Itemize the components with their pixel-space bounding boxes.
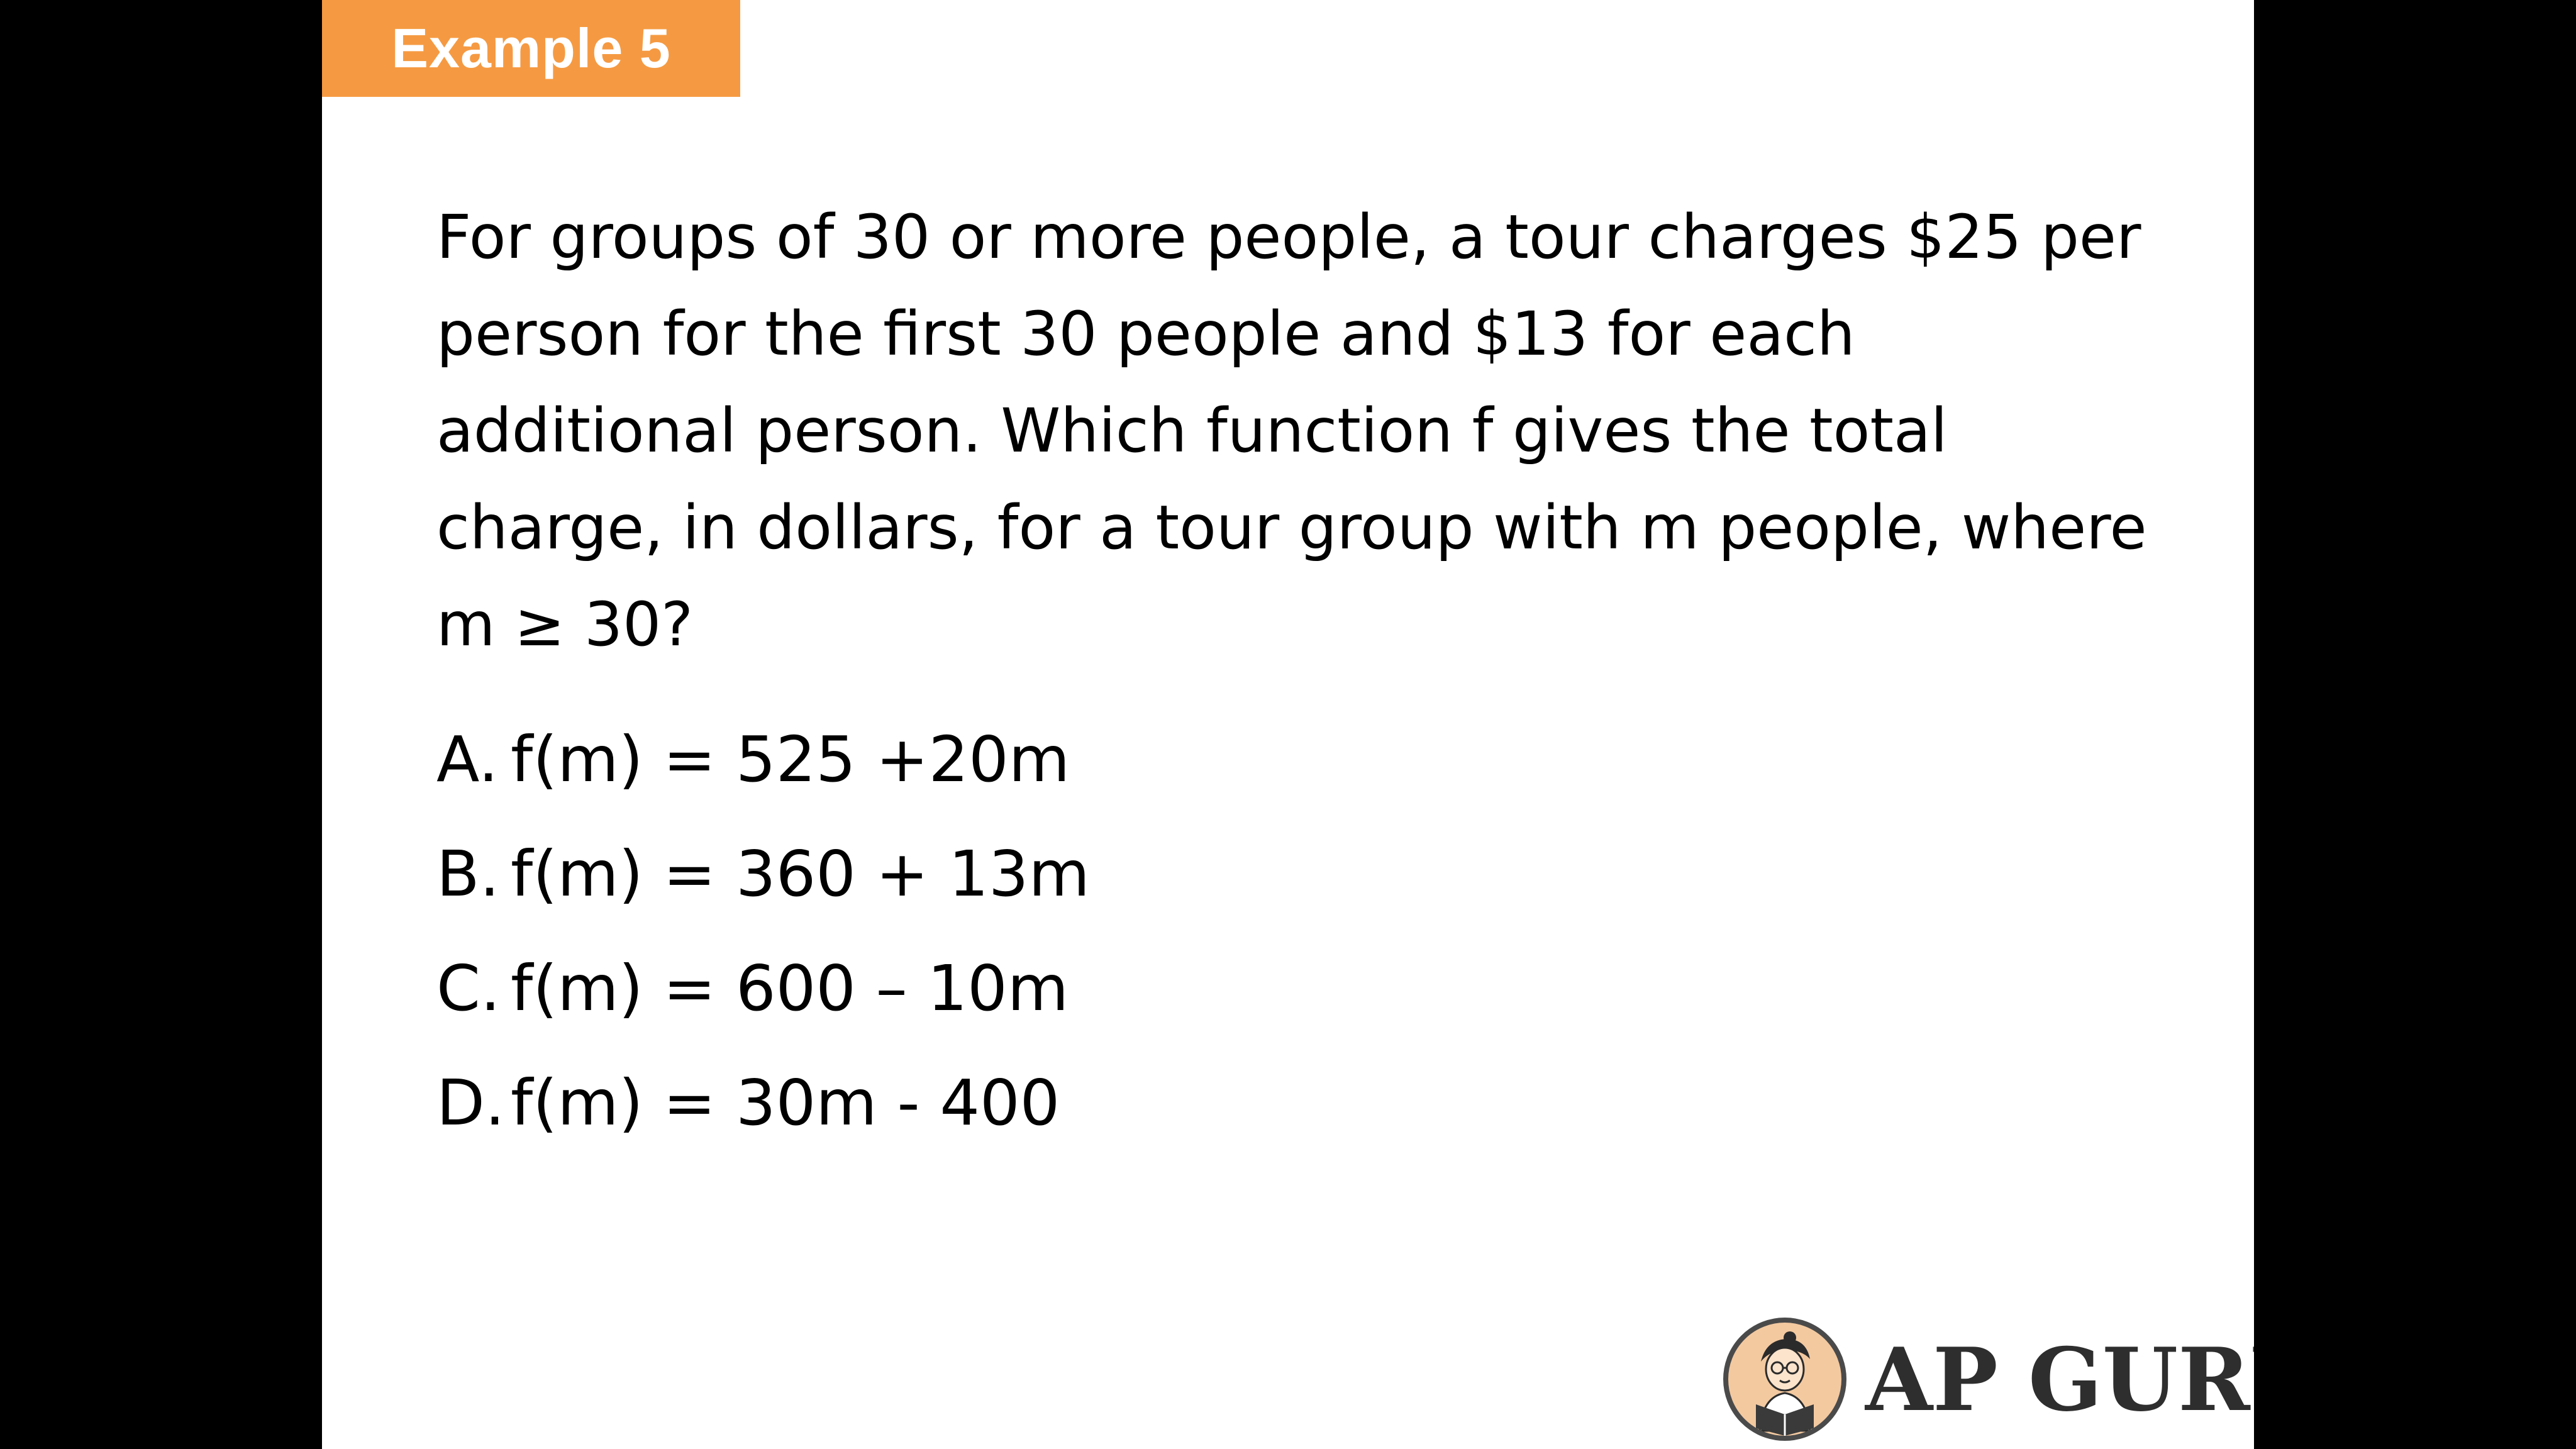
option-c: C. f(m) = 600 – 10m bbox=[436, 931, 1090, 1045]
option-b: B. f(m) = 360 + 13m bbox=[436, 816, 1090, 931]
option-expression: f(m) = 360 + 13m bbox=[511, 836, 1090, 911]
example-tag-label: Example 5 bbox=[391, 17, 671, 79]
example-tag: Example 5 bbox=[322, 0, 740, 97]
option-expression: f(m) = 600 – 10m bbox=[511, 951, 1069, 1025]
slide: Example 5 For groups of 30 or more peopl… bbox=[322, 0, 2254, 1449]
option-d: D. f(m) = 30m - 400 bbox=[436, 1045, 1090, 1160]
option-expression: f(m) = 30m - 400 bbox=[511, 1065, 1060, 1140]
logo-text: AP GURU bbox=[1865, 1328, 2254, 1431]
reader-mascot-icon bbox=[1723, 1318, 1846, 1441]
ap-guru-logo: AP GURU bbox=[1723, 1313, 2254, 1445]
option-expression: f(m) = 525 +20m bbox=[511, 722, 1070, 796]
option-letter: A. bbox=[436, 722, 499, 796]
option-letter: B. bbox=[436, 836, 500, 911]
question-text: For groups of 30 or more people, a tour … bbox=[436, 202, 2147, 660]
answer-options: A. f(m) = 525 +20m B. f(m) = 360 + 13m C… bbox=[436, 702, 1090, 1160]
option-a: A. f(m) = 525 +20m bbox=[436, 702, 1090, 816]
option-letter: D. bbox=[436, 1065, 505, 1140]
option-letter: C. bbox=[436, 951, 501, 1025]
